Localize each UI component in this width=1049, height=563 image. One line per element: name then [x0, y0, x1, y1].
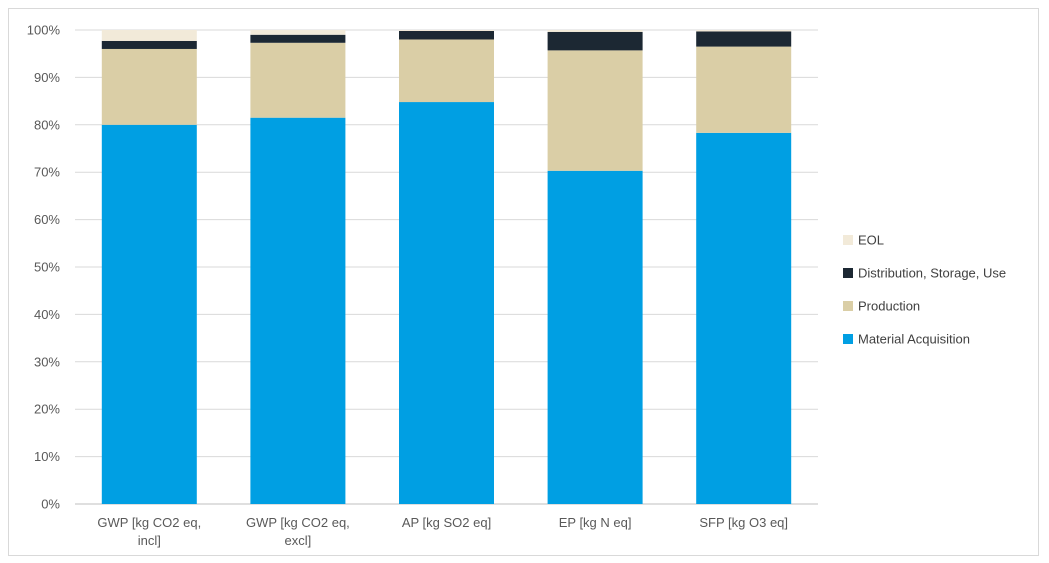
bar-segment: [399, 30, 494, 40]
legend-swatch: [843, 301, 853, 311]
y-tick-label: 100%: [27, 23, 61, 38]
bar-segment: [101, 30, 197, 41]
y-axis: 0% 10% 20% 30% 40% 50% 60% 70% 80% 90% 100%: [27, 23, 61, 512]
x-tick-label: GWP [kg CO2 eq,: [97, 515, 201, 530]
y-tick-label: 40%: [34, 307, 60, 322]
legend-swatch: [843, 268, 853, 278]
x-tick-label: excl]: [285, 533, 312, 548]
bar-segment: [547, 31, 643, 51]
x-tick-label: incl]: [138, 533, 161, 548]
y-tick-label: 90%: [34, 70, 60, 85]
x-tick-label: EP [kg N eq]: [559, 515, 632, 530]
x-tick-label: AP [kg SO2 eq]: [402, 515, 491, 530]
legend-swatch: [843, 334, 853, 344]
y-tick-label: 70%: [34, 165, 60, 180]
bar-segment: [399, 102, 494, 504]
y-tick-label: 60%: [34, 212, 60, 227]
bar-segment: [399, 30, 494, 31]
bar-segment: [696, 132, 792, 504]
bar-segment: [250, 42, 346, 118]
legend-label: Distribution, Storage, Use: [858, 266, 1006, 281]
bar-segment: [696, 31, 792, 47]
y-tick-label: 80%: [34, 117, 60, 132]
y-tick-label: 30%: [34, 354, 60, 369]
x-axis: GWP [kg CO2 eq, incl] GWP [kg CO2 eq, excl]…: [97, 515, 788, 548]
bar-segment: [696, 30, 792, 32]
legend: EOL Distribution, Storage, Use Production M…: [843, 233, 1006, 347]
y-tick-label: 0%: [41, 497, 60, 512]
legend-label: Production: [858, 299, 920, 314]
y-tick-label: 10%: [34, 449, 60, 464]
bar-segment: [547, 50, 643, 171]
bar-segment: [696, 46, 792, 133]
bar-segment: [101, 40, 197, 49]
bars: [101, 30, 792, 505]
bar-segment: [250, 30, 346, 35]
legend-label: EOL: [858, 233, 884, 248]
y-tick-label: 20%: [34, 402, 60, 417]
bar-segment: [399, 39, 494, 103]
bar-segment: [250, 34, 346, 43]
bar-segment: [101, 124, 197, 505]
bar-segment: [101, 48, 197, 125]
bar-segment: [250, 117, 346, 504]
bar-segment: [547, 30, 643, 32]
legend-swatch: [843, 235, 853, 245]
x-tick-label: GWP [kg CO2 eq,: [246, 515, 350, 530]
x-tick-label: SFP [kg O3 eq]: [699, 515, 788, 530]
y-tick-label: 50%: [34, 260, 60, 275]
legend-label: Material Acquisition: [858, 332, 970, 347]
bar-segment: [547, 170, 643, 504]
